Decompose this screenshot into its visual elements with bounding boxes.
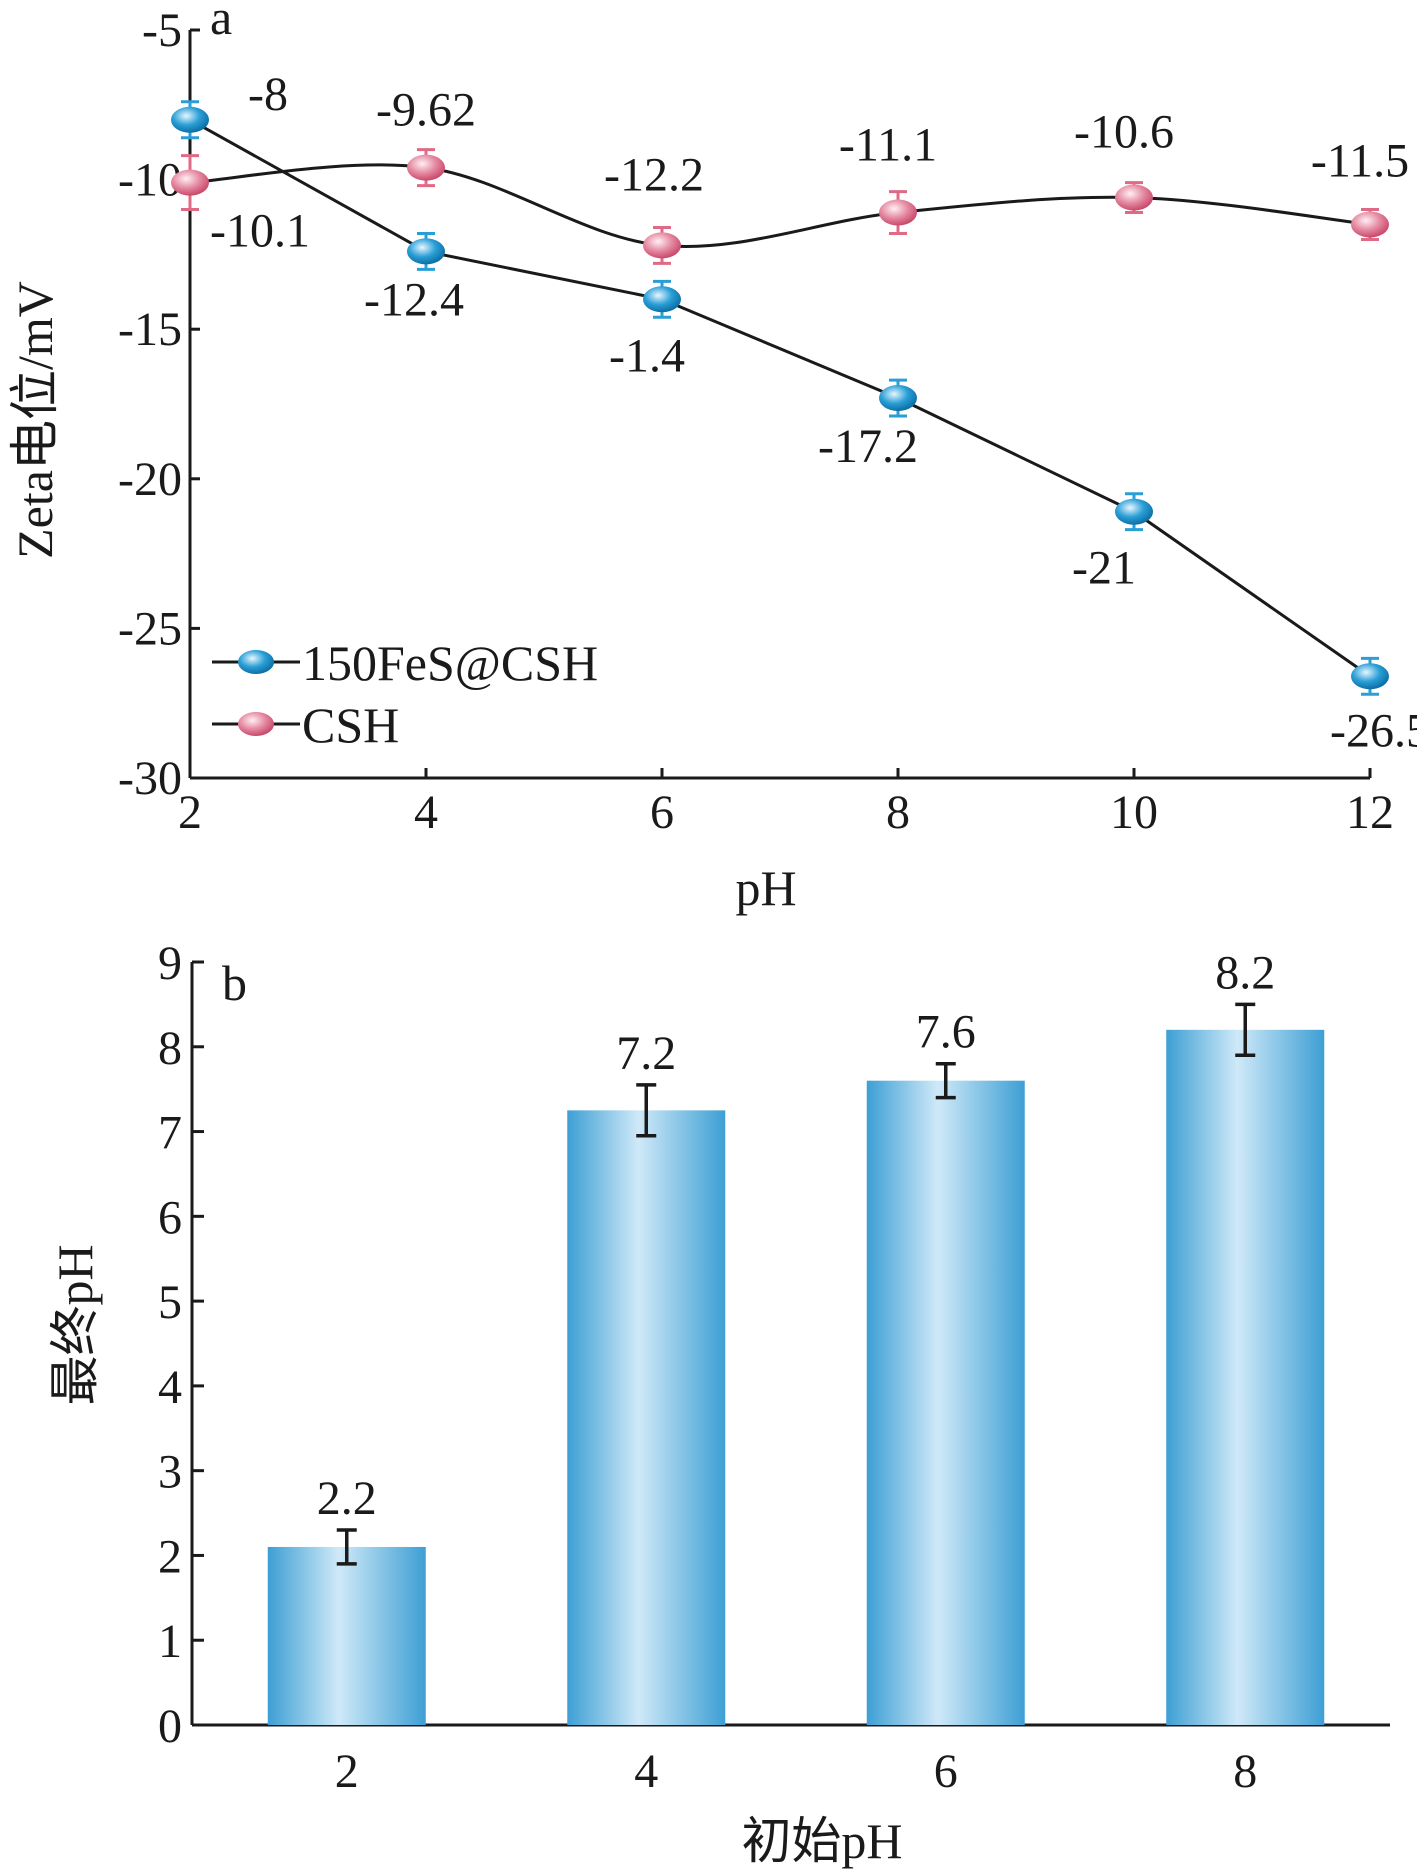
data-point-150FeS@CSH bbox=[1351, 663, 1389, 690]
data-point-CSH bbox=[879, 199, 917, 226]
panel-b-x-tick-label: 2 bbox=[335, 1745, 359, 1798]
data-label-CSH: -10.6 bbox=[1074, 106, 1174, 159]
panel-b-bars: 2.2 7.2 7.6 8.2 bbox=[267, 946, 1325, 1725]
panel-a-y-tick-label: -30 bbox=[118, 752, 182, 805]
panel-b-y-axis-title: 最终pH bbox=[47, 1244, 103, 1405]
data-point-150FeS@CSH bbox=[879, 385, 917, 412]
data-label-CSH: -11.1 bbox=[839, 119, 937, 172]
panel-a-x-tick-label: 4 bbox=[414, 786, 438, 839]
data-label-150FeS@CSH: -17.2 bbox=[818, 420, 918, 473]
panel-a-letter: a bbox=[210, 0, 232, 45]
data-label-CSH: -9.62 bbox=[376, 84, 476, 137]
data-label-CSH: -11.5 bbox=[1311, 134, 1409, 187]
panel-b-y-tick-label: 1 bbox=[158, 1615, 182, 1668]
panel-a-y-tick-label: -5 bbox=[142, 4, 182, 57]
data-point-CSH bbox=[1115, 184, 1153, 211]
panel-b-x-tick-label: 4 bbox=[634, 1745, 658, 1798]
panel-a-line-chart: a pH Zeta电位/mV -5 -10 -15 -20 -25 -302 4 6 8 10 12… bbox=[7, 0, 1417, 916]
bar-8 bbox=[1166, 1029, 1325, 1725]
panel-b-y-tick-label: 9 bbox=[158, 937, 182, 990]
data-point-CSH bbox=[171, 169, 209, 196]
data-point-CSH bbox=[1351, 211, 1389, 238]
panel-b-y-tick-label: 3 bbox=[158, 1446, 182, 1499]
data-point-CSH bbox=[643, 232, 681, 259]
panel-a-axes: -5 -10 -15 -20 -25 -302 4 6 8 10 12 bbox=[118, 4, 1394, 839]
panel-b-bar-chart: b 初始pH 最终pH 0 1 2 3 4 5 6 7 8 9 2 4 6 8 2.2 7.2 7.6 8.2 bbox=[47, 937, 1390, 1869]
panel-b-x-axis-title: 初始pH bbox=[741, 1813, 902, 1869]
panel-b-y-tick-label: 2 bbox=[158, 1530, 182, 1583]
panel-a-legend: 150FeS@CSH CSH bbox=[212, 635, 598, 753]
data-point-150FeS@CSH bbox=[171, 106, 209, 133]
panel-a-x-tick-label: 10 bbox=[1110, 786, 1158, 839]
data-label-150FeS@CSH: -12.4 bbox=[364, 273, 464, 326]
bar-value-label-2: 2.2 bbox=[317, 1472, 377, 1525]
panel-a-x-tick-label: 2 bbox=[178, 786, 202, 839]
legend-label-CSH: CSH bbox=[302, 697, 399, 753]
data-label-150FeS@CSH: -1.4 bbox=[609, 329, 685, 382]
panel-a-y-tick-label: -10 bbox=[118, 154, 182, 207]
panel-a-y-tick-label: -25 bbox=[118, 602, 182, 655]
bar-4 bbox=[567, 1110, 726, 1725]
panel-a-y-axis-title: Zeta电位/mV bbox=[7, 281, 63, 559]
panel-b-x-tick-label: 6 bbox=[934, 1745, 958, 1798]
panel-a-series: -10.1 -9.62 -12.2 -11.1 -10.6 -11.5 -8 -12.4 -1.… bbox=[171, 68, 1417, 757]
panel-a-x-axis-title: pH bbox=[735, 860, 796, 916]
panel-b-x-tick-label: 8 bbox=[1233, 1745, 1257, 1798]
bar-6 bbox=[866, 1080, 1025, 1725]
legend-label-150FeS@CSH: 150FeS@CSH bbox=[302, 635, 598, 691]
series-line-CSH bbox=[189, 163, 1371, 248]
panel-a-x-tick-label: 12 bbox=[1346, 786, 1394, 839]
bar-value-label-8: 8.2 bbox=[1215, 946, 1275, 999]
panel-a-y-tick-label: -15 bbox=[118, 303, 182, 356]
panel-b-y-tick-label: 7 bbox=[158, 1107, 182, 1160]
legend-marker-CSH bbox=[238, 712, 274, 736]
data-label-150FeS@CSH: -8 bbox=[248, 68, 288, 121]
data-point-150FeS@CSH bbox=[407, 238, 445, 265]
bar-2 bbox=[267, 1546, 426, 1725]
data-label-150FeS@CSH: -26.5 bbox=[1330, 704, 1417, 757]
panel-a-x-tick-label: 8 bbox=[886, 786, 910, 839]
data-point-150FeS@CSH bbox=[1115, 498, 1153, 525]
bar-value-label-6: 7.6 bbox=[916, 1006, 976, 1059]
panel-a-y-tick-label: -20 bbox=[118, 453, 182, 506]
panel-b-y-tick-label: 8 bbox=[158, 1022, 182, 1075]
bar-value-label-4: 7.2 bbox=[616, 1027, 676, 1080]
panel-b-y-tick-label: 4 bbox=[158, 1361, 182, 1414]
legend-marker-150FeS@CSH bbox=[238, 650, 274, 674]
data-point-CSH bbox=[407, 154, 445, 181]
data-label-CSH: -10.1 bbox=[210, 205, 310, 258]
panel-b-letter: b bbox=[222, 955, 247, 1011]
data-point-150FeS@CSH bbox=[643, 286, 681, 313]
panel-b-y-tick-label: 5 bbox=[158, 1276, 182, 1329]
panel-b-y-tick-label: 6 bbox=[158, 1191, 182, 1244]
panel-a-x-tick-label: 6 bbox=[650, 786, 674, 839]
data-label-CSH: -12.2 bbox=[604, 148, 704, 201]
data-label-150FeS@CSH: -21 bbox=[1072, 542, 1136, 595]
series-line-150FeS@CSH bbox=[189, 118, 1371, 678]
panel-b-y-tick-label: 0 bbox=[158, 1700, 182, 1753]
